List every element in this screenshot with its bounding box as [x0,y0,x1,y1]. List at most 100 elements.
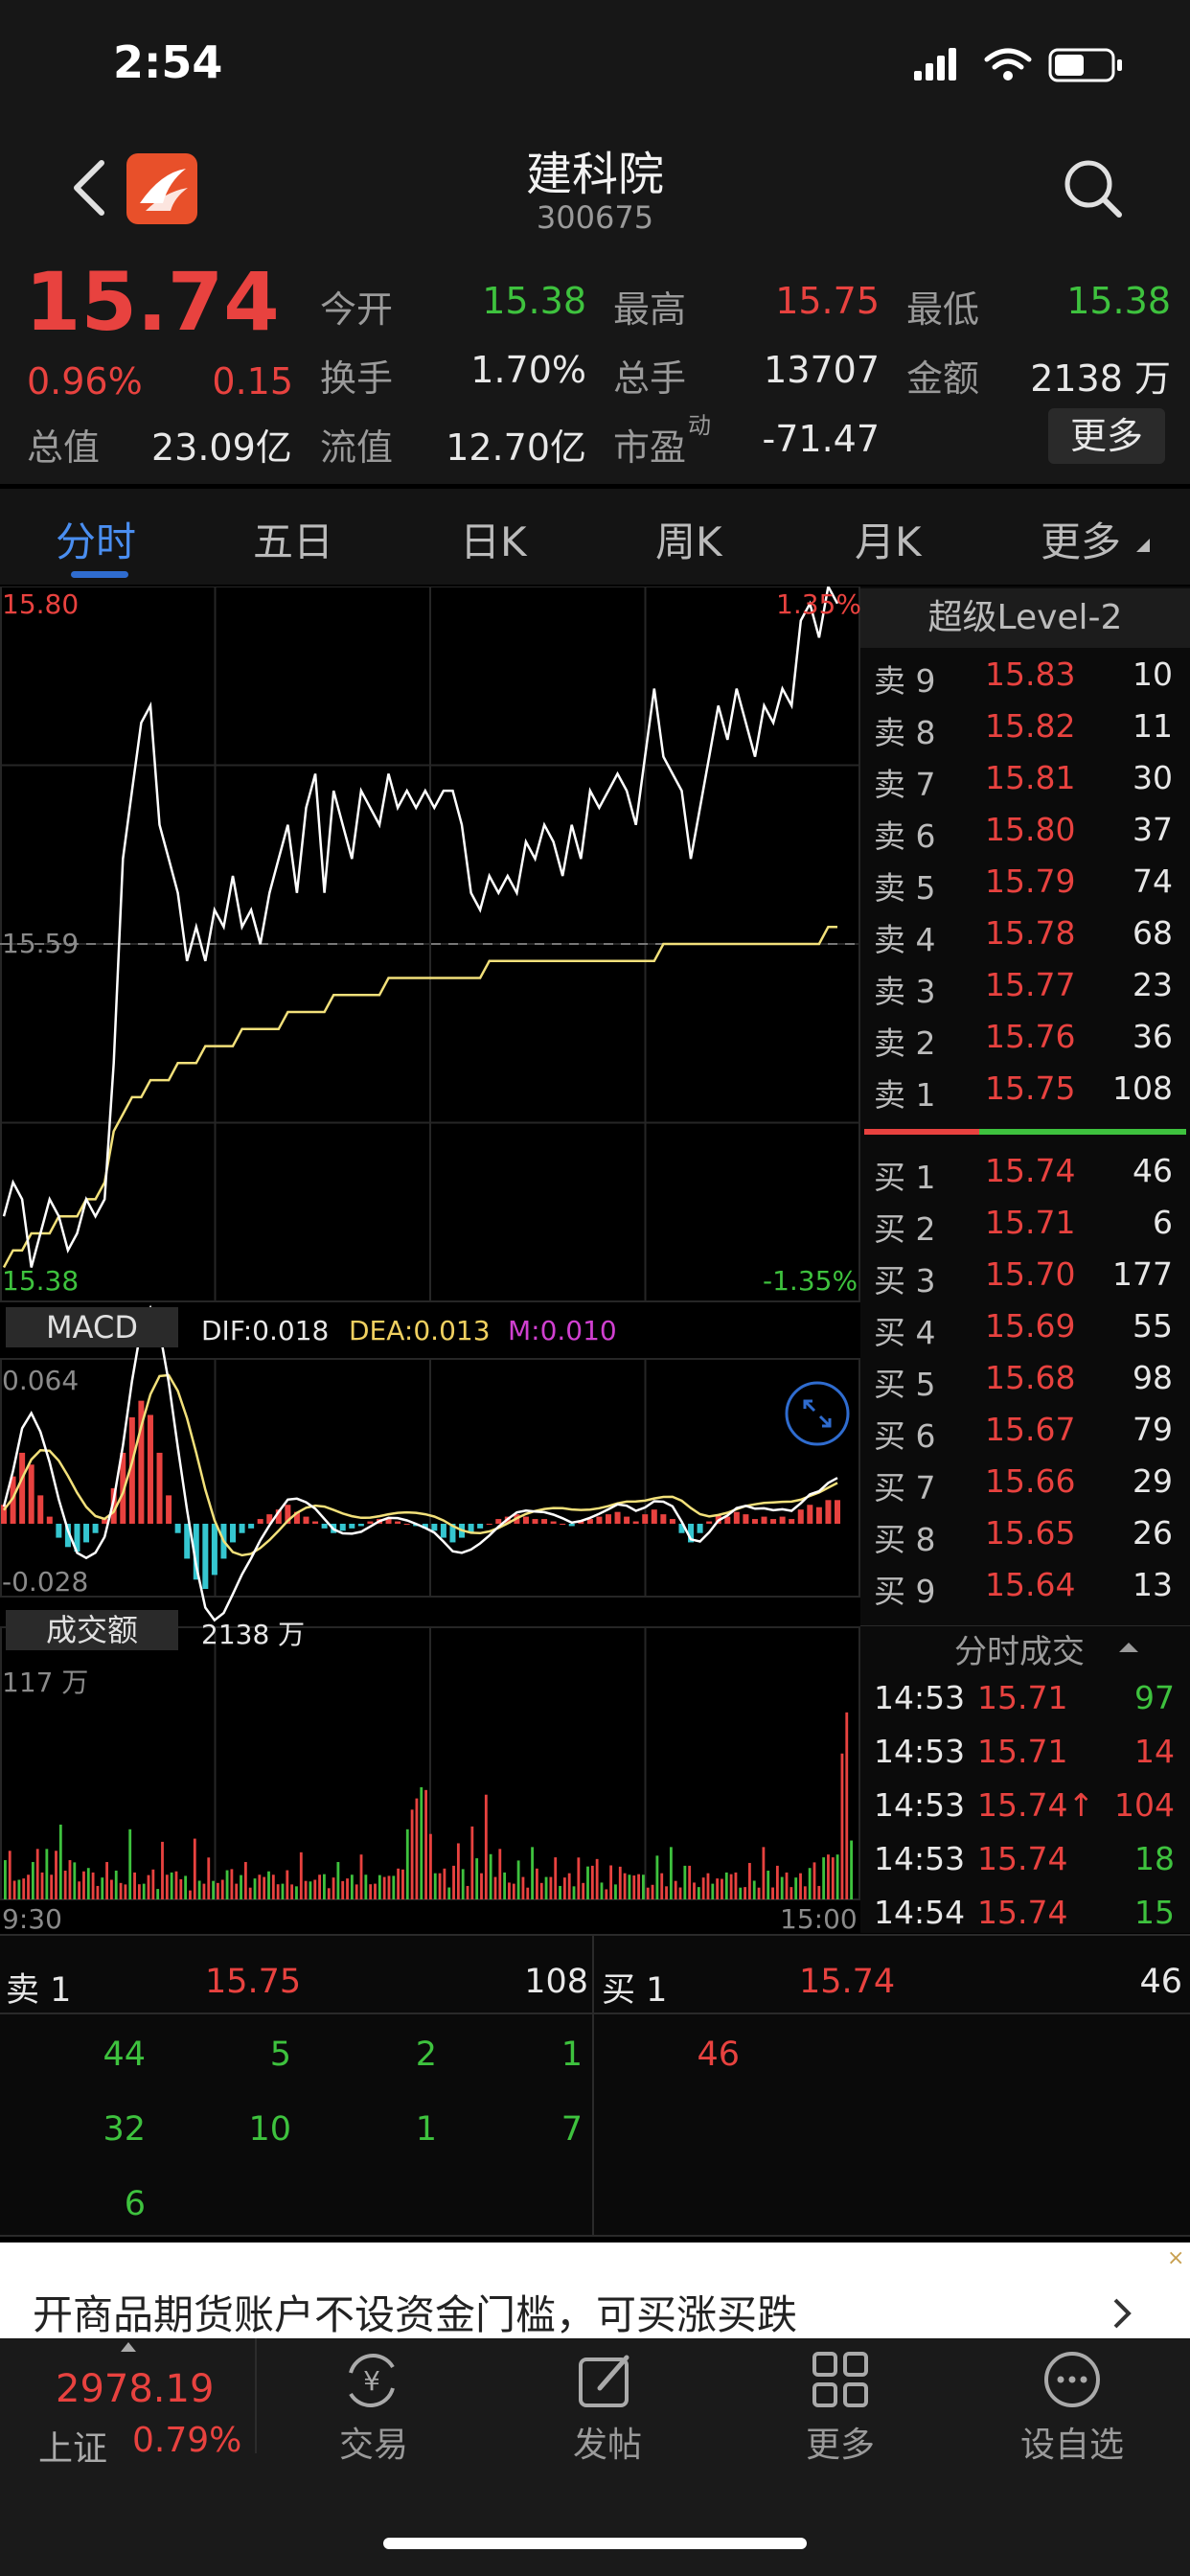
volume-bar [327,1888,331,1899]
ask-volume: 23 [1133,966,1173,1003]
volume-bar [716,1878,720,1899]
ask-row[interactable]: 卖 8 15.82 11 [860,700,1190,751]
bid-price: 15.64 [985,1566,1076,1603]
ask-price: 15.80 [985,811,1076,848]
macd-bar [807,1505,813,1524]
more-grid-icon[interactable] [812,2352,868,2407]
ask-row[interactable]: 卖 7 15.81 30 [860,751,1190,803]
ask-row[interactable]: 卖 6 15.80 37 [860,803,1190,855]
pe-label: 市盈 [613,426,687,469]
post-icon[interactable] [575,2350,636,2411]
bid-label: 买 7 [874,1469,936,1506]
bid-row[interactable]: 买 5 15.68 98 [860,1351,1190,1403]
watchlist-icon[interactable] [1042,2350,1102,2409]
bid-row[interactable]: 买 1 15.74 46 [860,1144,1190,1196]
bid-row[interactable]: 买 3 15.70 177 [860,1248,1190,1300]
macd-top-label: 0.064 [2,1365,80,1396]
ask-row[interactable]: 卖 2 15.76 36 [860,1010,1190,1062]
macd-m: M:0.010 [508,1315,617,1346]
tick-price: 15.71 [977,1679,1068,1716]
volume-bar [170,1872,173,1899]
stock-code: 300675 [536,199,654,236]
volume-bar [355,1884,358,1899]
tab-intraday[interactable]: 分时 [56,518,137,565]
volume-bar [651,1884,654,1899]
ad-close-icon[interactable]: × [1167,2246,1185,2270]
index-value[interactable]: 2978.19 [56,2367,215,2411]
tab-five-day[interactable]: 五日 [253,518,334,565]
tab-monthly-k[interactable]: 月K [855,518,922,565]
ask-row[interactable]: 卖 4 15.78 68 [860,907,1190,958]
order-book-title[interactable]: 超级Level-2 [860,588,1190,648]
bid-row[interactable]: 买 8 15.65 26 [860,1506,1190,1558]
tab-post[interactable]: 发帖 [572,2426,642,2465]
volume-bar [124,1884,127,1899]
macd-bar [440,1524,446,1538]
turnover-value: 1.70% [470,349,586,391]
volume-bar [313,1879,317,1899]
dea-line [3,1373,838,1557]
volume-bar [582,1882,585,1899]
volume-bar [212,1880,215,1899]
bid-row[interactable]: 买 6 15.67 79 [860,1403,1190,1455]
volume-bar [605,1889,608,1899]
volume-bar [452,1865,455,1899]
tab-more[interactable]: 更多 [1041,518,1122,565]
bid-row[interactable]: 买 7 15.66 29 [860,1455,1190,1506]
volume-bar [461,1869,465,1899]
volume-bar [225,1870,229,1899]
volume-bar [119,1882,123,1899]
mktcap-label: 总值 [27,426,101,469]
volume-bar [812,1862,816,1899]
bid-row[interactable]: 买 4 15.69 55 [860,1300,1190,1351]
tab-weekly-k[interactable]: 周K [655,518,722,565]
tick-time: 14:54 [874,1894,966,1931]
bid-price: 15.66 [985,1462,1076,1500]
volume-bar [562,1877,566,1899]
volume-bar [536,1868,538,1899]
ticks-title[interactable]: 分时成交 [954,1633,1085,1671]
ad-banner[interactable] [0,2242,1190,2338]
tab-more-bottom[interactable]: 更多 [805,2426,875,2465]
tab-add-watchlist[interactable]: 设自选 [1019,2426,1124,2465]
intraday-chart[interactable] [0,586,860,1933]
macd-bar [92,1524,99,1533]
ask-row[interactable]: 卖 3 15.77 23 [860,958,1190,1010]
last-price: 15.74 [25,255,280,349]
ask-price: 15.75 [985,1070,1076,1107]
search-icon[interactable] [1062,157,1125,220]
bid-row[interactable]: 买 2 15.71 6 [860,1196,1190,1248]
volume-bar [197,1880,201,1899]
tab-daily-k[interactable]: 日K [460,518,527,565]
back-icon[interactable] [67,157,109,218]
volume-bar [165,1874,169,1899]
bid-volume: 29 [1133,1462,1173,1500]
volume-bar [420,1786,423,1899]
bid-price: 15.74 [985,1152,1076,1189]
volume-bar [281,1883,285,1899]
chevron-right-icon[interactable] [1111,2296,1133,2331]
volume-bar [12,1880,16,1899]
collapse-icon[interactable] [1119,1641,1138,1654]
ask-row[interactable]: 卖 1 15.75 108 [860,1062,1190,1114]
volume-bar [721,1878,723,1899]
volume-bar [516,1860,520,1899]
volume-bar [674,1880,677,1899]
macd-bar [495,1519,502,1524]
sell-queue-item: 2 [415,2036,437,2074]
tab-trade[interactable]: 交易 [338,2426,408,2465]
ask-row[interactable]: 卖 5 15.79 74 [860,855,1190,907]
ask-row[interactable]: 卖 9 15.83 10 [860,648,1190,700]
expand-icon[interactable] [784,1380,851,1447]
volume-bar [82,1871,85,1899]
bid-row[interactable]: 买 9 15.64 13 [860,1558,1190,1610]
volume-bar [623,1873,627,1899]
volume-bar [220,1879,224,1899]
low-label: 最低 [906,288,980,331]
more-quote-button[interactable]: 更多 [1048,408,1165,464]
macd-indicator-button[interactable]: MACD [6,1307,178,1347]
bid-strength-bar [979,1129,1186,1135]
trade-icon[interactable]: ¥ [337,2350,406,2411]
volume-indicator-button[interactable]: 成交额 [6,1610,178,1650]
status-time: 2:54 [113,36,223,88]
